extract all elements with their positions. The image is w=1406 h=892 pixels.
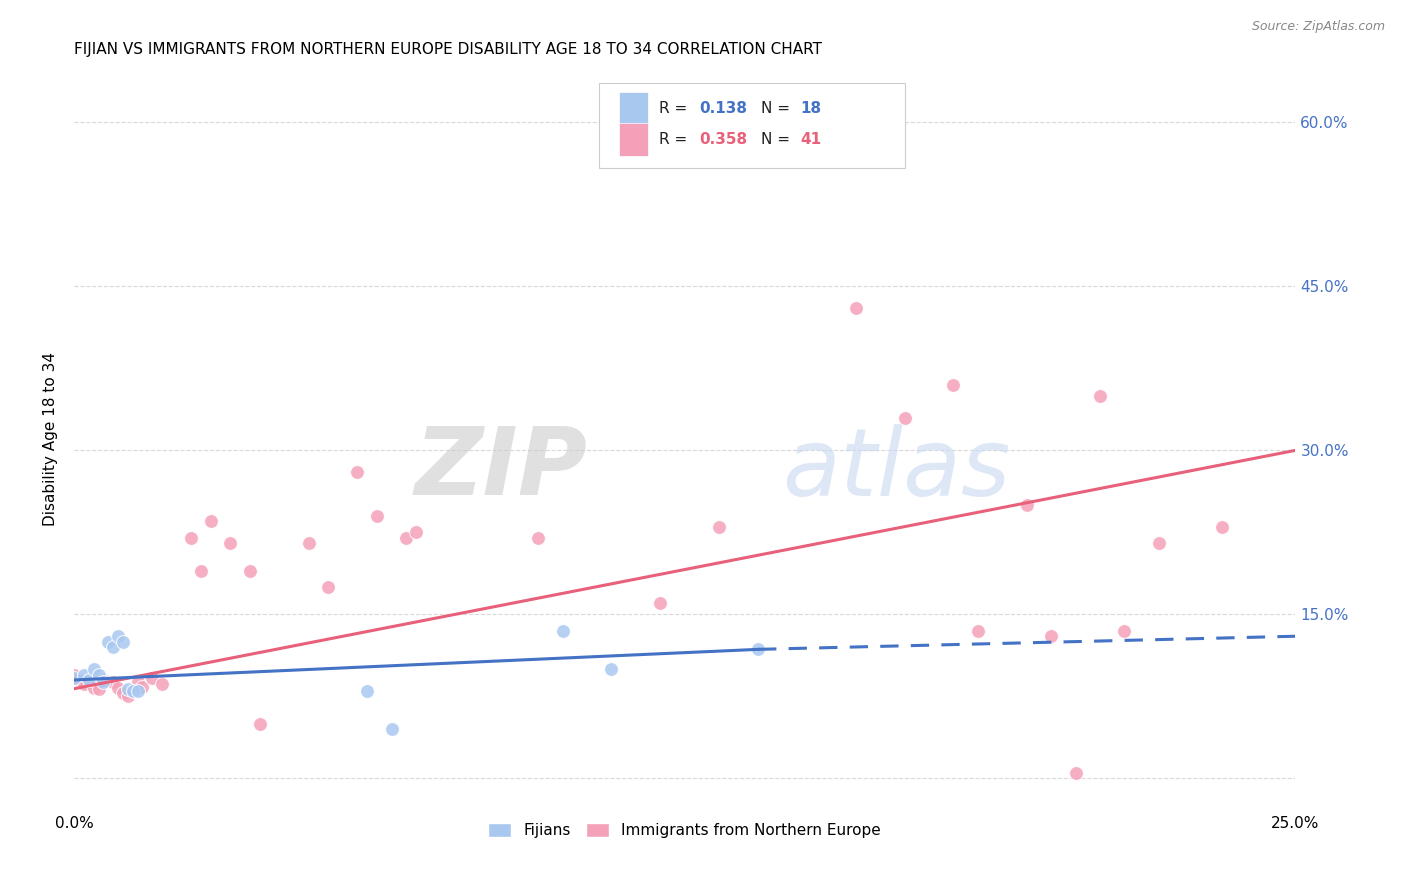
Y-axis label: Disability Age 18 to 34: Disability Age 18 to 34 [44, 352, 58, 526]
Point [219, 536, 242, 550]
Text: 0.138: 0.138 [699, 101, 748, 116]
Text: atlas: atlas [783, 424, 1011, 515]
Point [111, 686, 134, 700]
Point [83, 681, 105, 695]
Text: ZIP: ZIP [415, 423, 588, 516]
Point [107, 681, 129, 695]
Text: FIJIAN VS IMMIGRANTS FROM NORTHERN EUROPE DISABILITY AGE 18 TO 34 CORRELATION CH: FIJIAN VS IMMIGRANTS FROM NORTHERN EUROP… [75, 42, 823, 57]
Point [121, 684, 143, 698]
Point [97, 634, 120, 648]
Point [111, 634, 134, 648]
Point [73, 667, 96, 681]
Point [67, 673, 90, 687]
Text: N =: N = [761, 101, 794, 116]
Point [405, 525, 427, 540]
Point [650, 596, 672, 610]
Text: 18: 18 [801, 101, 823, 116]
Point [73, 677, 96, 691]
Point [893, 410, 915, 425]
Text: 41: 41 [801, 132, 823, 147]
Point [87, 667, 110, 681]
Point [747, 642, 769, 657]
Point [366, 508, 388, 523]
Point [200, 515, 222, 529]
Point [600, 662, 623, 676]
Point [346, 465, 368, 479]
FancyBboxPatch shape [619, 123, 648, 156]
Point [63, 671, 86, 685]
Point [127, 684, 149, 698]
Point [381, 722, 404, 736]
Point [131, 680, 153, 694]
Point [297, 536, 319, 550]
Point [180, 531, 202, 545]
Point [967, 624, 990, 638]
Point [772, 126, 794, 140]
Point [356, 684, 378, 698]
Point [395, 531, 418, 545]
Point [527, 531, 550, 545]
Point [117, 681, 139, 696]
Point [83, 662, 105, 676]
Point [942, 377, 965, 392]
Point [101, 640, 124, 655]
Point [87, 681, 110, 696]
Point [150, 677, 173, 691]
Text: R =: R = [659, 101, 692, 116]
FancyBboxPatch shape [619, 92, 648, 125]
Point [249, 716, 271, 731]
Legend: Fijians, Immigrants from Northern Europe: Fijians, Immigrants from Northern Europe [482, 817, 887, 845]
Point [101, 675, 124, 690]
Point [190, 564, 212, 578]
Point [93, 675, 115, 690]
FancyBboxPatch shape [599, 83, 904, 168]
Point [1040, 629, 1063, 643]
Point [127, 675, 149, 690]
Point [1211, 520, 1233, 534]
Point [107, 629, 129, 643]
Point [1147, 536, 1170, 550]
Point [141, 671, 163, 685]
Point [1015, 498, 1038, 512]
Point [117, 690, 139, 704]
Point [1064, 765, 1087, 780]
Point [93, 673, 115, 687]
Point [551, 624, 574, 638]
Point [707, 520, 730, 534]
Point [1114, 624, 1136, 638]
Point [316, 580, 339, 594]
Text: N =: N = [761, 132, 794, 147]
Point [77, 673, 100, 687]
Point [1088, 389, 1111, 403]
Text: Source: ZipAtlas.com: Source: ZipAtlas.com [1251, 20, 1385, 33]
Text: 0.358: 0.358 [699, 132, 748, 147]
Point [239, 564, 262, 578]
Point [63, 667, 86, 681]
Text: R =: R = [659, 132, 692, 147]
Point [845, 301, 868, 316]
